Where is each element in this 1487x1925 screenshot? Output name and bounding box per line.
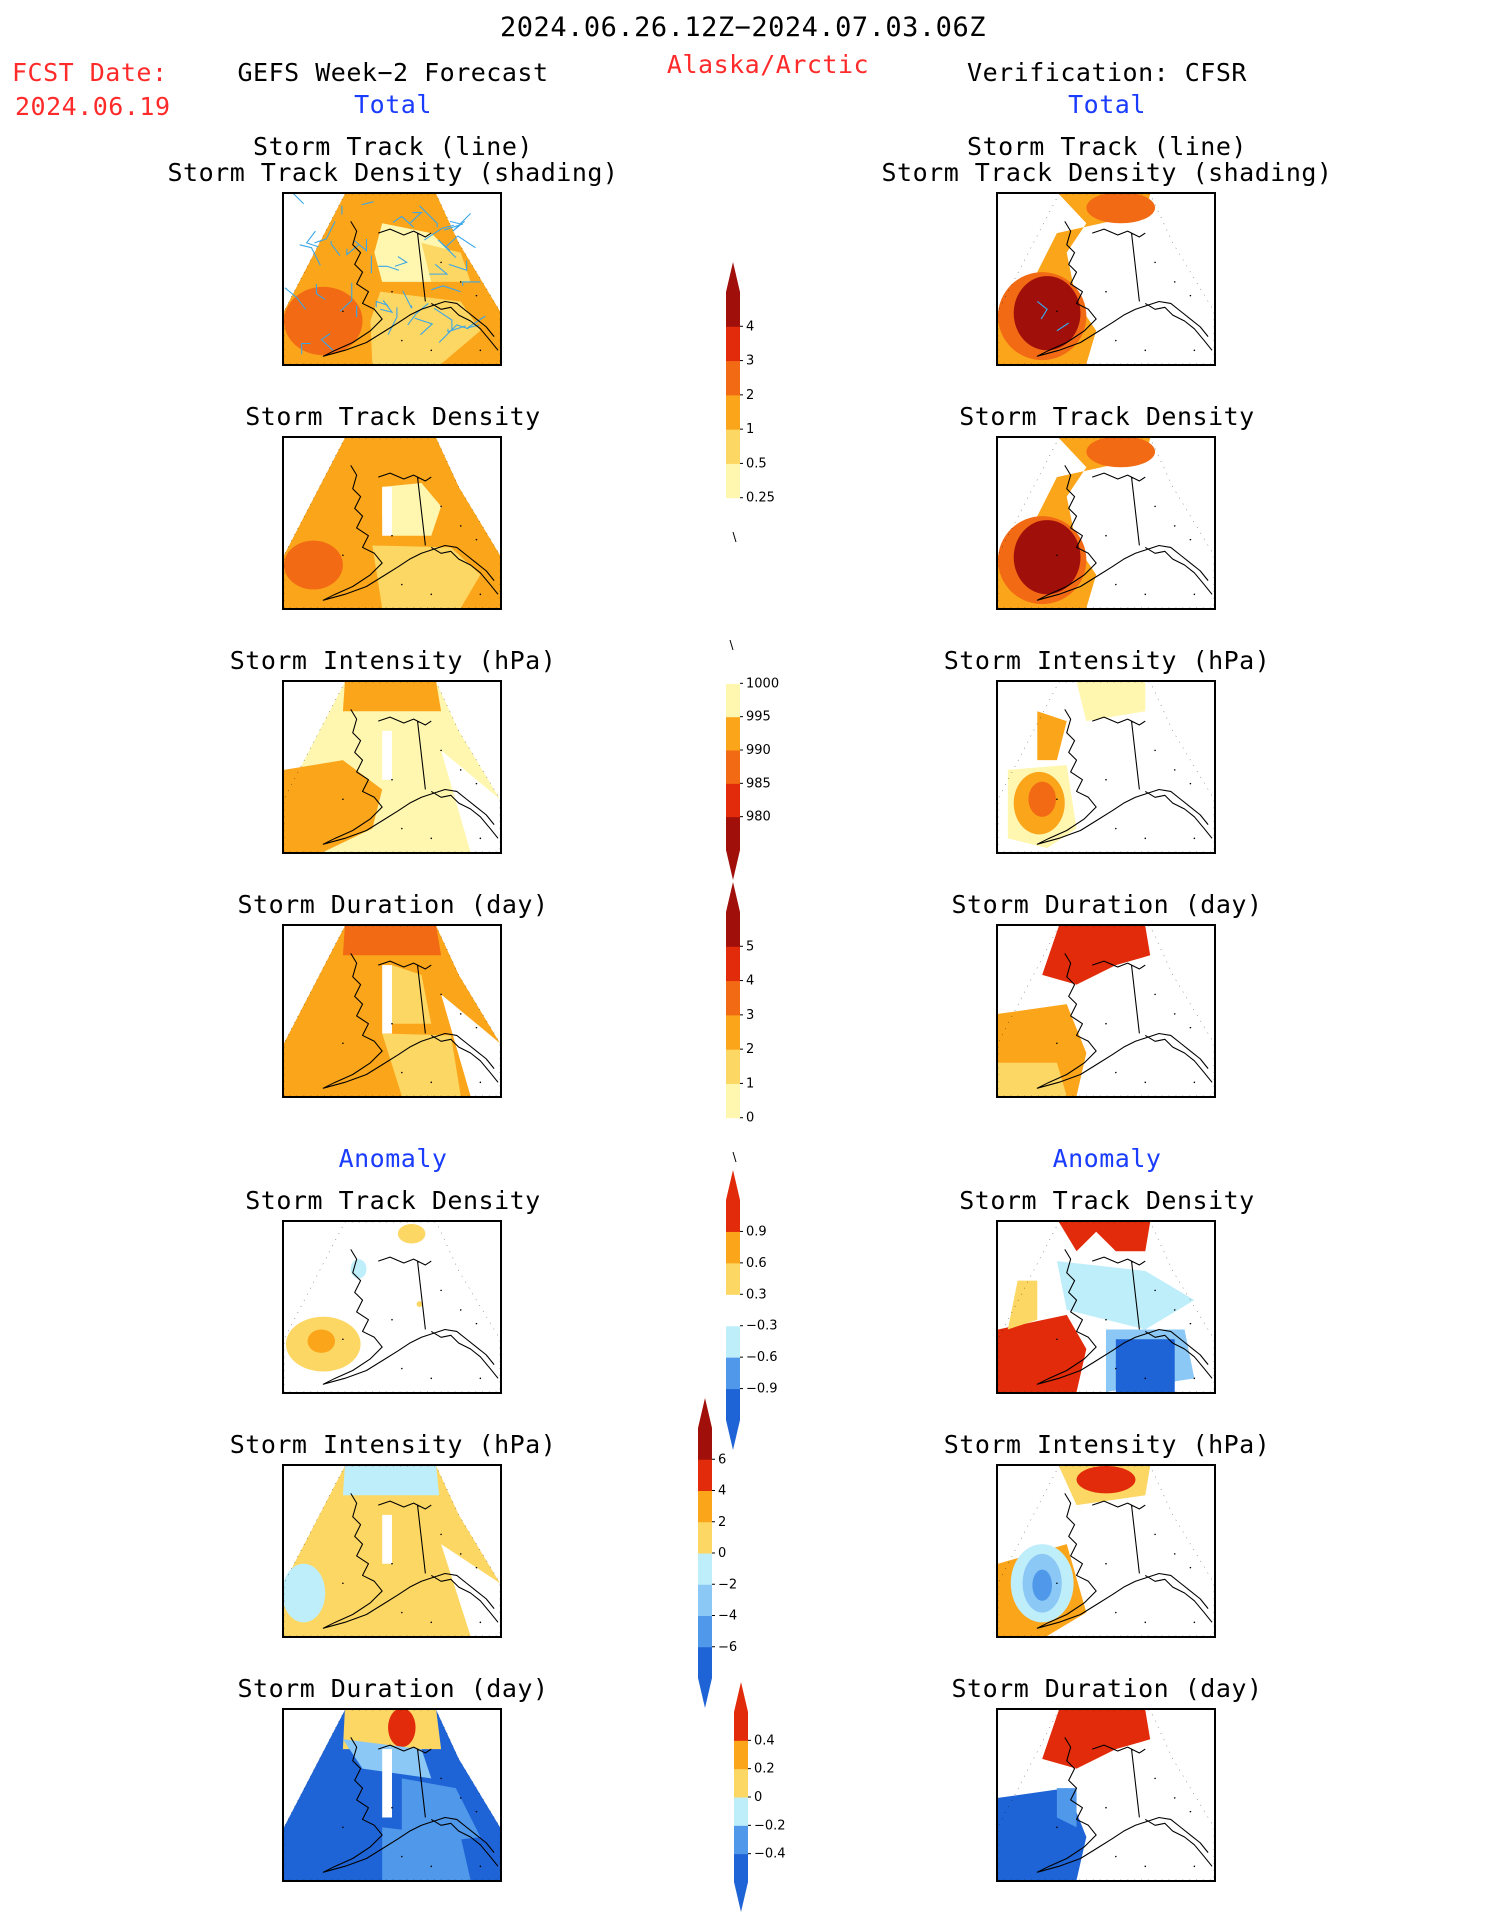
colorbar-tick-label: 0.2 bbox=[754, 1762, 775, 1777]
colorbar-tick-label: 0 bbox=[754, 1790, 762, 1805]
right-total-label: Total bbox=[1068, 90, 1146, 119]
map-cfsr-intensity bbox=[996, 680, 1216, 854]
right-duration-title: Storm Duration (day) bbox=[951, 890, 1263, 919]
right-track-shading-title: Storm Track Density (shading) bbox=[881, 158, 1333, 187]
colorbar-tick-label: −0.2 bbox=[754, 1818, 786, 1833]
map-cfsr-intensity-anomaly bbox=[996, 1464, 1216, 1638]
colorbar-tick-label: 1 bbox=[746, 422, 754, 437]
colorbar-tick-label: 2 bbox=[718, 1515, 726, 1530]
left-track-shading-title: Storm Track Density (shading) bbox=[167, 158, 619, 187]
colorbar-tick-label: 0.3 bbox=[746, 1287, 767, 1302]
map-cfsr-duration bbox=[996, 924, 1216, 1098]
map-cfsr-density-anomaly bbox=[996, 1220, 1216, 1394]
colorbar-tick-label: 4 bbox=[746, 974, 754, 989]
right-anom-intensity-title: Storm Intensity (hPa) bbox=[943, 1430, 1271, 1459]
left-anom-density-title: Storm Track Density bbox=[245, 1186, 541, 1215]
colorbar-tick-label: 980 bbox=[746, 810, 771, 825]
left-duration-title: Storm Duration (day) bbox=[237, 890, 549, 919]
colorbar-tick-label: 985 bbox=[746, 776, 771, 791]
left-anomaly-label: Anomaly bbox=[338, 1144, 448, 1173]
colorbar-tick-label: 1000 bbox=[746, 676, 779, 691]
colorbar-tick-label: 0.4 bbox=[754, 1733, 775, 1748]
left-density-title: Storm Track Density bbox=[245, 402, 541, 431]
map-forecast-intensity-anomaly bbox=[282, 1464, 502, 1638]
gefs-title: GEFS Week−2 Forecast bbox=[237, 58, 549, 87]
colorbar-tick-label: 3 bbox=[746, 1008, 754, 1023]
colorbar-tick-label: 995 bbox=[746, 710, 771, 725]
left-total-label: Total bbox=[354, 90, 432, 119]
left-anom-duration-title: Storm Duration (day) bbox=[237, 1674, 549, 1703]
right-anomaly-label: Anomaly bbox=[1052, 1144, 1162, 1173]
colorbar-intensity: 1000 995 990 985 980 bbox=[722, 639, 782, 880]
colorbar-density: 0.25 0.5 1 2 3 4 bbox=[722, 262, 782, 543]
colorbar-tick-label: 0.25 bbox=[746, 491, 775, 506]
map-forecast-density bbox=[282, 436, 502, 610]
region-title: Alaska/Arctic bbox=[666, 50, 870, 79]
map-forecast-duration-anomaly bbox=[282, 1708, 502, 1882]
colorbar-tick-label: 0.5 bbox=[746, 456, 767, 471]
map-forecast-duration bbox=[282, 924, 502, 1098]
left-track-line-title: Storm Track (line) bbox=[253, 132, 533, 161]
colorbar-tick-label: 0 bbox=[718, 1546, 726, 1561]
colorbar-tick-label: 2 bbox=[746, 388, 754, 403]
colorbar-tick-label: −0.6 bbox=[746, 1350, 778, 1365]
fcst-date-value: 2024.06.19 bbox=[15, 92, 171, 121]
left-intensity-title: Storm Intensity (hPa) bbox=[229, 646, 557, 675]
right-track-line-title: Storm Track (line) bbox=[967, 132, 1247, 161]
colorbar-tick-label: 0 bbox=[746, 1111, 754, 1126]
colorbar-tick-label: −4 bbox=[718, 1609, 737, 1624]
map-forecast-intensity bbox=[282, 680, 502, 854]
colorbar-density-anomaly: 0.9 0.6 0.3 −0.3 −0.6 −0.9 bbox=[722, 1170, 782, 1450]
colorbar-tick-label: 6 bbox=[718, 1452, 726, 1467]
verification-title: Verification: CFSR bbox=[967, 58, 1247, 87]
colorbar-tick-label: 0.6 bbox=[746, 1256, 767, 1271]
fcst-date-label: FCST Date: bbox=[12, 58, 168, 87]
colorbar-tick-label: −0.3 bbox=[746, 1319, 778, 1334]
colorbar-tick-label: 0.9 bbox=[746, 1224, 767, 1239]
colorbar-tick-label: 3 bbox=[746, 354, 754, 369]
colorbar-tick-label: 5 bbox=[746, 939, 754, 954]
map-forecast-density-anomaly bbox=[282, 1220, 502, 1394]
colorbar-tick-label: −6 bbox=[718, 1640, 737, 1655]
map-forecast-track bbox=[282, 192, 502, 366]
map-cfsr-density bbox=[996, 436, 1216, 610]
colorbar-tick-label: 990 bbox=[746, 743, 771, 758]
colorbar-tick-label: 2 bbox=[746, 1042, 754, 1057]
map-cfsr-duration-anomaly bbox=[996, 1708, 1216, 1882]
colorbar-duration-anomaly: 0.4 0.2 0 −0.2 −0.4 bbox=[730, 1682, 790, 1912]
colorbar-tick-label: −0.9 bbox=[746, 1382, 778, 1397]
period-title: 2024.06.26.12Z−2024.07.03.06Z bbox=[500, 12, 986, 43]
right-anom-duration-title: Storm Duration (day) bbox=[951, 1674, 1263, 1703]
map-cfsr-track bbox=[996, 192, 1216, 366]
colorbar-duration: 0 1 2 3 4 5 bbox=[722, 882, 782, 1163]
colorbar-tick-label: −2 bbox=[718, 1577, 737, 1592]
colorbar-intensity-anomaly: 6 4 2 0 −2 −4 −6 bbox=[694, 1398, 754, 1708]
colorbar-tick-label: 1 bbox=[746, 1076, 754, 1091]
left-anom-intensity-title: Storm Intensity (hPa) bbox=[229, 1430, 557, 1459]
right-anom-density-title: Storm Track Density bbox=[959, 1186, 1255, 1215]
colorbar-tick-label: 4 bbox=[718, 1484, 726, 1499]
right-intensity-title: Storm Intensity (hPa) bbox=[943, 646, 1271, 675]
colorbar-tick-label: −0.4 bbox=[754, 1847, 786, 1862]
colorbar-tick-label: 4 bbox=[746, 319, 754, 334]
right-density-title: Storm Track Density bbox=[959, 402, 1255, 431]
